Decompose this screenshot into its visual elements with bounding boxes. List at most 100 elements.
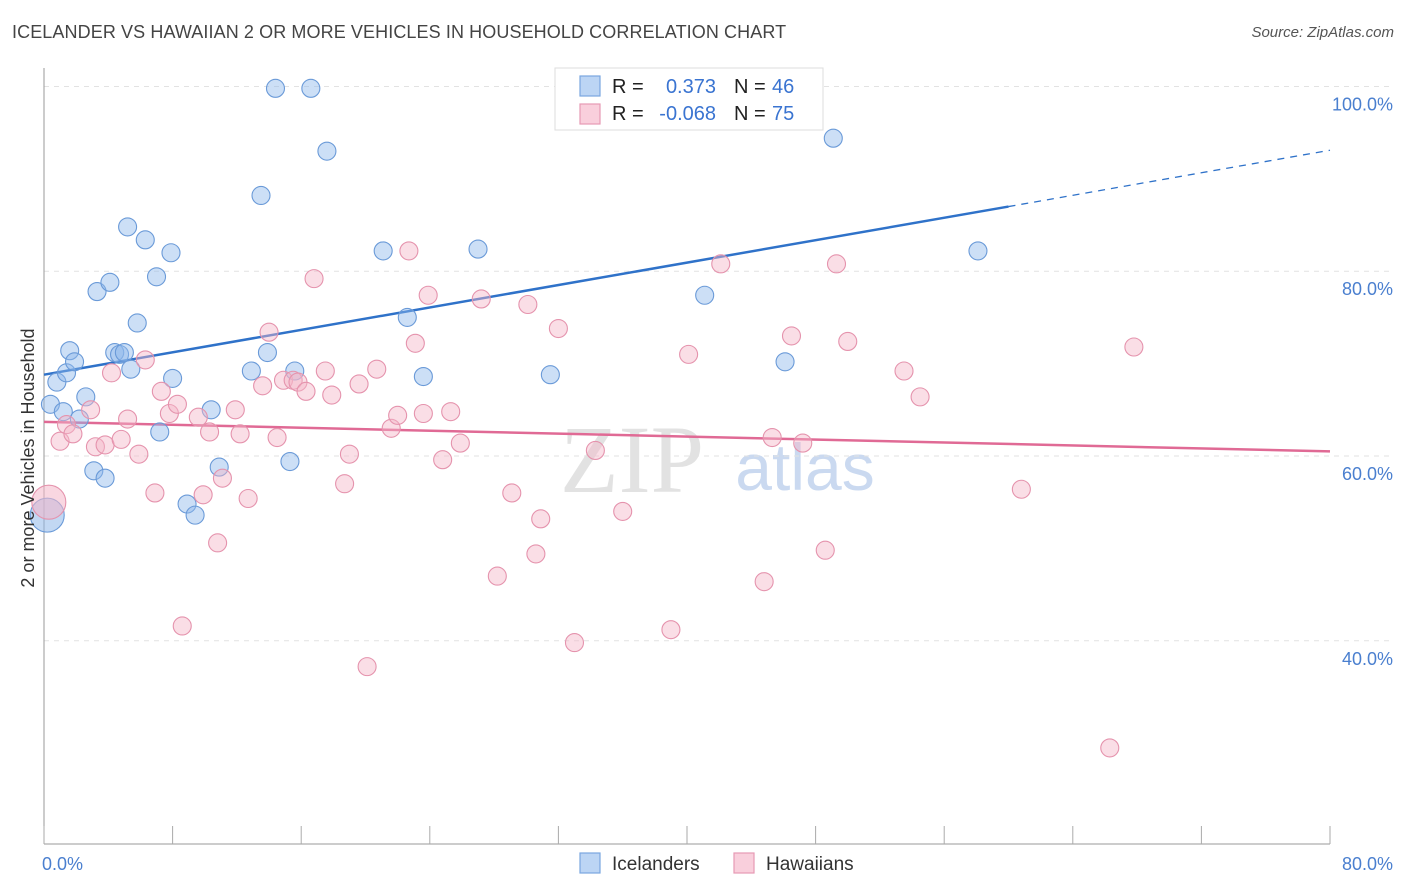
hawaiian-point-45 bbox=[418, 285, 438, 305]
hawaiian-point-31 bbox=[296, 381, 316, 401]
y-axis-label: 2 or more Vehicles in Household bbox=[18, 328, 38, 587]
hawaiian-point-12 bbox=[145, 483, 165, 503]
hawaiian-point-27 bbox=[267, 427, 287, 448]
hawaiian-point-13 bbox=[151, 381, 171, 401]
icelander-point-6 bbox=[64, 352, 85, 372]
hawaiian-point-60 bbox=[679, 344, 699, 364]
icelander-point-42 bbox=[775, 352, 795, 372]
icelander-point-16 bbox=[118, 217, 138, 237]
hawaiian-point-32 bbox=[304, 269, 324, 289]
hawaiian-point-56 bbox=[564, 633, 585, 653]
hawaiian-trend-line bbox=[43, 420, 1331, 453]
bottom-legend-swatch-icelanders bbox=[579, 852, 601, 874]
icelander-point-39 bbox=[468, 239, 488, 259]
x-tick-label-left: 0.0% bbox=[42, 854, 83, 874]
hawaiian-point-65 bbox=[793, 433, 813, 453]
icelander-point-30 bbox=[257, 342, 277, 363]
icelander-point-12 bbox=[100, 272, 120, 292]
hawaiian-point-24 bbox=[238, 488, 258, 509]
x-tick-label-right: 80.0% bbox=[1342, 854, 1393, 874]
icelander-trend-line-extension bbox=[1008, 149, 1331, 208]
watermark-atlas: atlas bbox=[735, 430, 874, 504]
icelander-point-20 bbox=[146, 267, 167, 287]
icelander-trend-line bbox=[43, 205, 1009, 376]
hawaiian-point-68 bbox=[838, 331, 858, 351]
hawaiian-point-25 bbox=[253, 376, 273, 396]
hawaiian-point-41 bbox=[388, 405, 408, 425]
hawaiian-point-70 bbox=[910, 387, 930, 407]
hawaiian-point-6 bbox=[95, 435, 115, 455]
hawaiian-point-26 bbox=[259, 322, 279, 342]
hawaiian-point-52 bbox=[518, 294, 538, 315]
legend-r-value-1: 0.373 bbox=[666, 76, 716, 98]
legend-swatch-hawaiians bbox=[579, 103, 601, 125]
hawaiian-point-55 bbox=[548, 318, 568, 339]
hawaiian-point-39 bbox=[367, 359, 387, 379]
hawaiian-point-51 bbox=[502, 483, 522, 503]
source-label: Source: ZipAtlas.com bbox=[1251, 24, 1394, 41]
icelander-point-18 bbox=[127, 313, 147, 333]
icelander-point-22 bbox=[161, 243, 181, 263]
icelander-point-4 bbox=[56, 363, 77, 383]
hawaiian-point-71 bbox=[1011, 479, 1031, 499]
icelander-point-38 bbox=[413, 367, 433, 387]
icelander-point-17 bbox=[121, 359, 141, 379]
legend-r-label-2: R = bbox=[612, 103, 644, 125]
hawaiian-point-58 bbox=[613, 501, 633, 521]
hawaiian-point-0 bbox=[31, 484, 67, 520]
hawaiian-point-69 bbox=[894, 361, 914, 381]
hawaiian-point-22 bbox=[225, 400, 245, 420]
hawaiian-point-73 bbox=[1124, 337, 1144, 357]
legend-r-label-1: R = bbox=[612, 76, 644, 98]
icelander-point-36 bbox=[373, 241, 393, 261]
icelander-point-40 bbox=[540, 365, 560, 385]
bottom-legend-label-icelanders: Icelanders bbox=[612, 854, 700, 875]
hawaiian-point-67 bbox=[826, 254, 847, 274]
hawaiian-point-23 bbox=[230, 424, 250, 444]
icelander-point-23 bbox=[163, 368, 183, 388]
hawaiian-point-46 bbox=[433, 450, 453, 470]
hawaiian-point-35 bbox=[335, 474, 355, 494]
hawaiian-point-48 bbox=[450, 433, 470, 453]
y-tick-label-80: 80.0% bbox=[1342, 279, 1393, 299]
hawaiian-point-49 bbox=[471, 289, 491, 309]
hawaiian-point-20 bbox=[208, 533, 228, 553]
data-points bbox=[29, 78, 1144, 758]
y-tick-label-100: 100.0% bbox=[1332, 94, 1393, 114]
hawaiian-point-38 bbox=[357, 657, 377, 677]
bottom-legend-label-hawaiians: Hawaiians bbox=[766, 854, 854, 875]
bottom-legend-swatch-hawaiians bbox=[733, 852, 755, 874]
hawaiian-point-33 bbox=[315, 361, 335, 381]
icelander-point-34 bbox=[301, 78, 321, 98]
legend-r-value-2: -0.068 bbox=[659, 103, 716, 125]
chart-title: ICELANDER VS HAWAIIAN 2 OR MORE VEHICLES… bbox=[12, 22, 787, 42]
hawaiian-point-36 bbox=[339, 444, 359, 464]
hawaiian-point-43 bbox=[405, 333, 425, 353]
y-tick-label-60: 60.0% bbox=[1342, 464, 1393, 484]
icelander-point-28 bbox=[241, 361, 261, 381]
icelander-point-29 bbox=[251, 185, 271, 206]
hawaiian-point-7 bbox=[101, 363, 122, 383]
hawaiian-point-37 bbox=[349, 374, 369, 394]
icelander-point-37 bbox=[397, 307, 417, 327]
hawaiian-point-72 bbox=[1100, 738, 1120, 758]
hawaiian-point-28 bbox=[273, 370, 294, 390]
axes bbox=[43, 68, 1331, 845]
hawaiian-point-62 bbox=[754, 572, 774, 592]
hawaiian-point-54 bbox=[531, 509, 551, 529]
icelander-point-25 bbox=[185, 505, 205, 525]
icelander-point-32 bbox=[280, 451, 300, 472]
hawaiian-point-21 bbox=[212, 468, 232, 488]
icelander-point-43 bbox=[823, 128, 843, 148]
hawaiian-point-57 bbox=[585, 440, 605, 461]
icelander-point-9 bbox=[84, 461, 104, 481]
y-tick-labels: 100.0% 80.0% 60.0% 40.0% bbox=[1332, 94, 1393, 668]
watermark-zip: ZIP bbox=[560, 406, 704, 513]
legend-n-value-1: 46 bbox=[772, 76, 794, 98]
hawaiian-point-15 bbox=[167, 394, 187, 414]
icelander-point-31 bbox=[265, 78, 286, 98]
icelander-point-5 bbox=[60, 341, 80, 361]
hawaiian-point-59 bbox=[661, 620, 681, 640]
y-tick-label-40: 40.0% bbox=[1342, 649, 1393, 669]
